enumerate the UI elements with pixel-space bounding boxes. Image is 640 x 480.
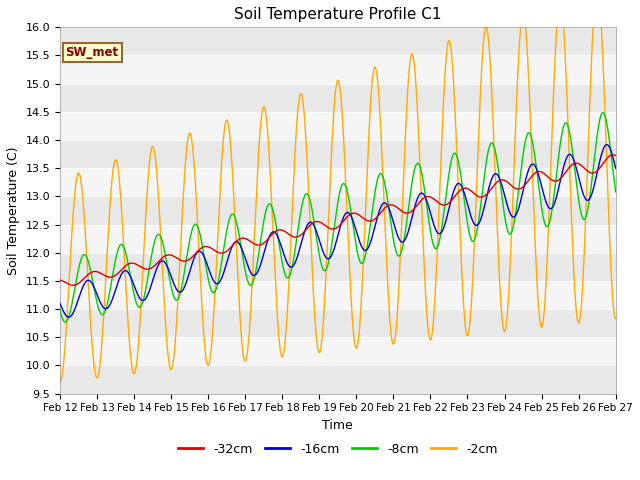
X-axis label: Time: Time [323,419,353,432]
Bar [60,196,616,225]
Bar [60,84,616,112]
Bar [60,281,616,309]
Legend: -32cm, -16cm, -8cm, -2cm: -32cm, -16cm, -8cm, -2cm [173,438,502,461]
Bar [60,168,616,196]
Bar [60,337,616,365]
Bar [60,56,616,84]
Bar [60,112,616,140]
Bar [60,140,616,168]
Bar [60,252,616,281]
Title: Soil Temperature Profile C1: Soil Temperature Profile C1 [234,7,442,22]
Bar [60,225,616,252]
Bar [60,365,616,394]
Text: SW_met: SW_met [65,46,118,59]
Bar [60,309,616,337]
Bar [60,27,616,56]
Y-axis label: Soil Temperature (C): Soil Temperature (C) [7,146,20,275]
